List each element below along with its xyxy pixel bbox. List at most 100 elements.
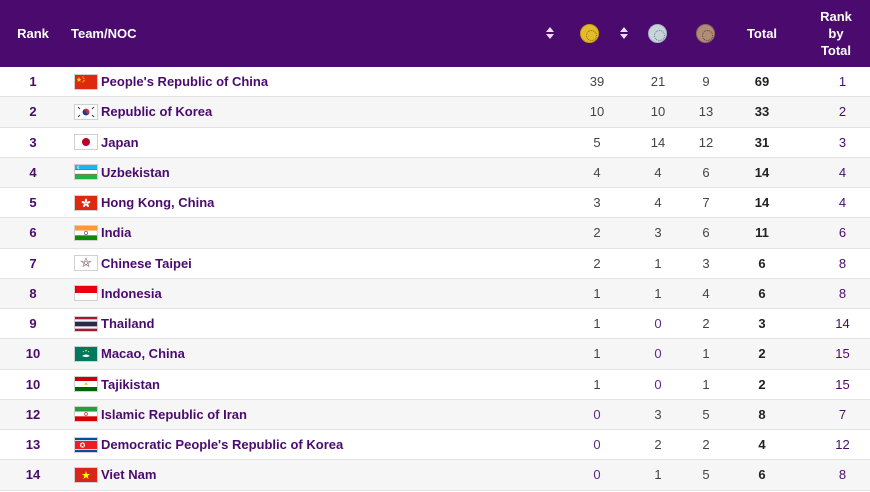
silver-count: 4 <box>654 164 662 180</box>
sort-silver-icon[interactable] <box>620 27 628 39</box>
iran-flag-icon <box>74 406 98 423</box>
silver-count: 0 <box>654 346 662 362</box>
flag-cell <box>74 460 98 489</box>
table-row: 13 Democratic People's Republic of Korea 0… <box>0 430 870 461</box>
team-name-link[interactable]: Indonesia <box>101 285 162 301</box>
team-name-link[interactable]: India <box>101 225 132 241</box>
silver-count: 0 <box>654 376 662 392</box>
bronze-count: 7 <box>702 195 710 211</box>
total-count: 11 <box>755 225 769 241</box>
silver-count: 3 <box>654 406 662 422</box>
flag-cell <box>74 309 98 338</box>
china-flag-icon <box>74 73 98 90</box>
rank-by-total-cell: 4 <box>838 164 847 180</box>
silver-count: 1 <box>654 285 662 301</box>
flag-cell <box>74 279 98 308</box>
team-name-link[interactable]: Tajikistan <box>101 376 161 392</box>
rank-cell: 9 <box>29 316 37 332</box>
tajikistan-flag-icon <box>74 376 98 393</box>
flag-cell <box>74 158 98 187</box>
rank-by-total-column-header[interactable]: Rank by Total <box>805 0 867 67</box>
team-name-link[interactable]: Thailand <box>101 316 155 332</box>
rank-by-total-cell: 1 <box>838 74 847 90</box>
flag-cell <box>74 249 98 278</box>
total-count: 3 <box>758 316 766 332</box>
rank-by-total-cell: 15 <box>835 346 850 362</box>
table-row: 5 Hong Kong, China 3 4 7 14 4 <box>0 188 870 219</box>
gold-count: 0 <box>593 437 601 453</box>
rank-by-total-cell: 15 <box>835 376 850 392</box>
rank-cell: 7 <box>29 255 37 271</box>
rank-cell: 8 <box>29 285 37 301</box>
bronze-count: 9 <box>702 74 710 90</box>
team-name-link[interactable]: Islamic Republic of Iran <box>101 406 247 422</box>
rank-by-total-cell: 2 <box>838 104 847 120</box>
total-count: 14 <box>754 195 770 211</box>
table-row: 2 Republic of Korea 10 10 13 33 2 <box>0 97 870 128</box>
team-name-link[interactable]: Uzbekistan <box>101 164 170 180</box>
bronze-count: 2 <box>702 316 710 332</box>
total-count: 8 <box>758 406 766 422</box>
rank-column-header[interactable]: Rank <box>17 26 49 41</box>
table-row: 1 People's Republic of China 39 21 9 69 1 <box>0 67 870 98</box>
rank-by-total-line-2: by <box>828 26 844 41</box>
bronze-count: 3 <box>702 255 710 271</box>
total-count: 69 <box>754 74 770 90</box>
team-name-link[interactable]: Republic of Korea <box>101 104 213 120</box>
rank-by-total-cell: 3 <box>838 134 847 150</box>
korea-flag-icon <box>74 103 98 120</box>
rank-by-total-cell: 14 <box>835 316 850 332</box>
total-count: 6 <box>758 467 766 483</box>
flag-cell <box>74 370 98 399</box>
gold-count: 0 <box>593 467 601 483</box>
total-count: 2 <box>758 346 766 362</box>
team-column-header[interactable]: Team/NOC <box>71 26 137 41</box>
total-count: 6 <box>758 285 766 301</box>
gold-count: 5 <box>593 134 601 150</box>
thailand-flag-icon <box>74 315 98 332</box>
rank-by-total-cell: 8 <box>838 255 847 271</box>
total-count: 33 <box>754 104 770 120</box>
table-body: 1 People's Republic of China 39 21 9 69 1 2 Repu… <box>0 67 870 491</box>
japan-flag-icon <box>74 134 98 151</box>
rank-cell: 12 <box>25 406 41 422</box>
gold-count: 0 <box>593 406 601 422</box>
table-row: 12 Islamic Republic of Iran 0 3 5 8 7 <box>0 399 870 430</box>
rank-by-total-line-1: Rank <box>820 9 852 24</box>
gold-count: 1 <box>593 285 601 301</box>
team-name-link[interactable]: Viet Nam <box>101 467 157 483</box>
silver-count: 1 <box>654 255 662 271</box>
total-column-header[interactable]: Total <box>746 26 778 41</box>
rank-by-total-cell: 12 <box>835 437 850 453</box>
gold-count: 1 <box>593 376 601 392</box>
gold-count: 4 <box>593 164 601 180</box>
rank-cell: 1 <box>29 74 37 90</box>
flag-cell <box>74 188 98 217</box>
bronze-count: 5 <box>702 406 710 422</box>
rank-cell: 14 <box>25 467 41 483</box>
table-header: Rank Team/NOC Total Rank by Total <box>0 0 870 67</box>
table-row: 6 India 2 3 6 11 6 <box>0 218 870 249</box>
team-name-link[interactable]: Japan <box>101 134 139 150</box>
team-name-link[interactable]: Democratic People's Republic of Korea <box>101 437 344 453</box>
gold-count: 3 <box>593 195 601 211</box>
flag-cell <box>74 67 98 96</box>
rank-cell: 3 <box>29 134 37 150</box>
uzbekistan-flag-icon <box>74 164 98 181</box>
viet-nam-flag-icon <box>74 466 98 483</box>
flag-cell <box>74 218 98 247</box>
team-name-link[interactable]: Hong Kong, China <box>101 195 215 211</box>
team-name-link[interactable]: People's Republic of China <box>101 74 269 90</box>
silver-count: 0 <box>654 316 662 332</box>
sort-gold-icon[interactable] <box>546 27 554 39</box>
rank-cell: 6 <box>29 225 37 241</box>
bronze-count: 12 <box>698 134 714 150</box>
team-name-link[interactable]: Chinese Taipei <box>101 255 192 271</box>
silver-count: 4 <box>654 195 662 211</box>
rank-cell: 13 <box>25 437 41 453</box>
table-row: 10 Macao, China 1 0 1 2 15 <box>0 339 870 370</box>
team-name-link[interactable]: Macao, China <box>101 346 185 362</box>
silver-medal-icon <box>648 24 667 43</box>
indonesia-flag-icon <box>74 285 98 302</box>
flag-cell <box>74 128 98 157</box>
